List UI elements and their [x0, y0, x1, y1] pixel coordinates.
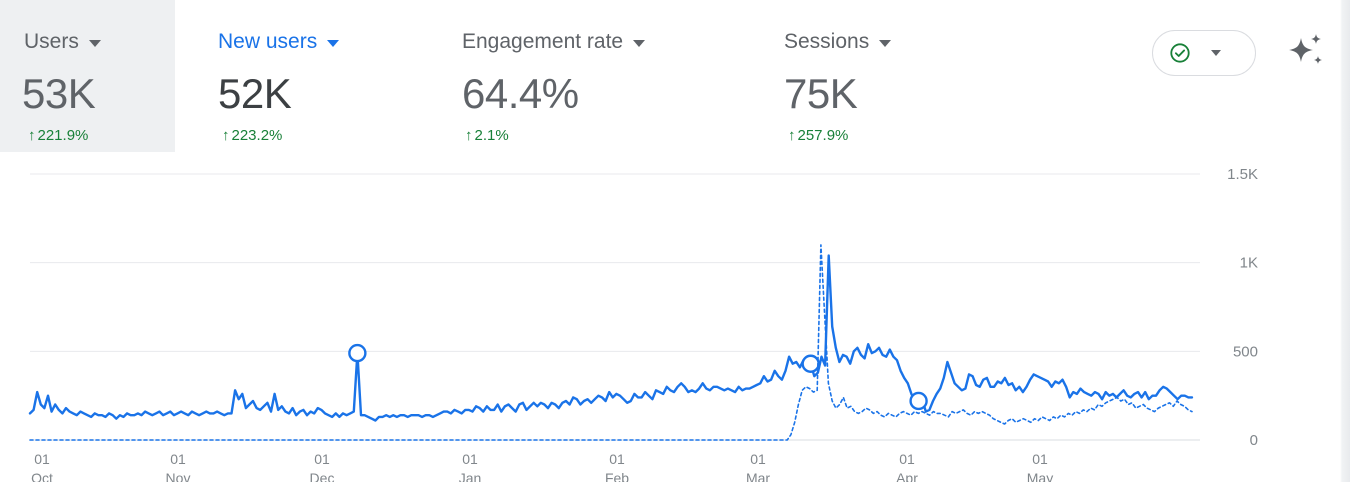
delta-text: 257.9% [797, 127, 849, 144]
delta-text: 221.9% [37, 127, 89, 144]
x-tick-month: Feb [605, 470, 629, 482]
x-tick-day: 01 [609, 451, 625, 467]
arrow-up-icon: ↑ [788, 127, 796, 144]
metric-delta-new-users: ↑ 223.2% [222, 127, 282, 144]
metric-delta-users: ↑ 221.9% [28, 127, 88, 144]
metric-label-text: Sessions [784, 30, 870, 53]
x-tick-day: 01 [170, 451, 186, 467]
x-tick-day: 01 [34, 451, 50, 467]
y-tick-label: 500 [1233, 343, 1258, 360]
x-tick-month: Dec [310, 470, 335, 482]
metric-label-sessions[interactable]: Sessions [784, 30, 892, 54]
series-marker [909, 391, 928, 411]
metric-label-text: New users [218, 30, 318, 53]
metric-label-text: Engagement rate [462, 30, 624, 53]
chevron-down-icon [1211, 50, 1221, 56]
y-tick-label: 1K [1240, 255, 1258, 272]
arrow-up-icon: ↑ [222, 127, 230, 144]
sparkle-icon[interactable] [1285, 32, 1327, 70]
x-tick-month: Mar [746, 470, 770, 482]
arrow-up-icon: ↑ [28, 127, 36, 144]
arrow-up-icon: ↑ [465, 127, 473, 144]
x-tick-day: 01 [1032, 451, 1048, 467]
data-quality-dropdown[interactable] [1152, 30, 1256, 76]
x-tick-month: Oct [31, 470, 53, 482]
metric-label-new-users[interactable]: New users [218, 30, 340, 54]
metric-delta-engagement-rate: ↑ 2.1% [465, 127, 509, 144]
delta-text: 2.1% [474, 127, 509, 144]
delta-text: 223.2% [231, 127, 283, 144]
metric-value-new-users: 52K [218, 70, 292, 117]
metric-label-users[interactable]: Users [24, 30, 101, 54]
x-tick-day: 01 [750, 451, 766, 467]
x-tick-day: 01 [314, 451, 330, 467]
metric-card-engagement-rate[interactable]: Engagement rate 64.4% ↑ 2.1% [445, 0, 745, 152]
x-tick-day: 01 [899, 451, 915, 467]
x-tick-day: 01 [462, 451, 478, 467]
metric-value-users: 53K [22, 70, 96, 117]
series-line-solid [28, 254, 1194, 422]
line-chart: 0 500 1K 1.5K 01 Oct 01 Nov 01 Dec 01 Jan 01 Feb 01 Mar… [28, 166, 1258, 482]
x-tick-month: Jan [459, 470, 482, 482]
x-tick-month: Nov [166, 470, 191, 482]
panel-right-edge [1338, 0, 1350, 482]
metric-delta-sessions: ↑ 257.9% [788, 127, 848, 144]
metric-value-sessions: 75K [784, 70, 858, 117]
series-line-dashed [29, 244, 1193, 441]
y-tick-label: 0 [1250, 432, 1258, 449]
metric-label-engagement-rate[interactable]: Engagement rate [462, 30, 646, 54]
dropdown-caret-icon [879, 39, 892, 47]
metric-value-engagement-rate: 64.4% [462, 70, 579, 117]
metric-card-sessions[interactable]: Sessions 75K ↑ 257.9% [770, 0, 1010, 152]
y-tick-label: 1.5K [1227, 166, 1258, 183]
dropdown-caret-icon [327, 39, 340, 47]
dropdown-caret-icon [88, 39, 101, 47]
metric-card-users[interactable]: Users 53K ↑ 221.9% [0, 0, 175, 152]
x-tick-month: May [1027, 470, 1053, 482]
series-marker [348, 343, 367, 363]
metric-label-text: Users [24, 30, 79, 53]
metric-card-new-users[interactable]: New users 52K ↑ 223.2% [200, 0, 440, 152]
x-tick-month: Apr [896, 470, 918, 482]
check-circle-icon [1170, 43, 1190, 63]
series-marker [801, 354, 820, 373]
dropdown-caret-icon [633, 39, 646, 47]
